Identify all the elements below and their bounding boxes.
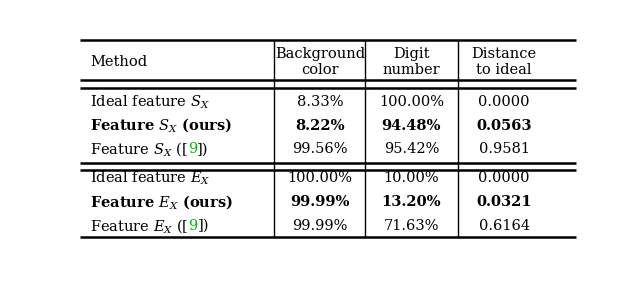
Text: Background
color: Background color [275, 47, 365, 77]
Text: 0.9581: 0.9581 [479, 142, 529, 156]
Text: 9: 9 [188, 219, 198, 233]
Text: 99.99%: 99.99% [291, 195, 350, 209]
Text: 99.56%: 99.56% [292, 142, 348, 156]
Text: ]): ]) [197, 142, 209, 156]
Text: Feature $\boldsymbol{E_X}$ (ours): Feature $\boldsymbol{E_X}$ (ours) [90, 193, 233, 211]
Text: Digit
number: Digit number [383, 47, 440, 77]
Text: 0.0000: 0.0000 [478, 95, 530, 109]
Text: Feature $S_X$ ([: Feature $S_X$ ([ [90, 141, 188, 158]
Text: 13.20%: 13.20% [381, 195, 441, 209]
Text: Feature $E_X$ ([: Feature $E_X$ ([ [90, 217, 188, 235]
Text: 0.6164: 0.6164 [479, 219, 530, 233]
Text: 8.22%: 8.22% [295, 119, 345, 132]
Text: Distance
to ideal: Distance to ideal [472, 47, 537, 77]
Text: 100.00%: 100.00% [379, 95, 444, 109]
Text: 95.42%: 95.42% [383, 142, 439, 156]
Text: 8.33%: 8.33% [297, 95, 343, 109]
Text: 10.00%: 10.00% [383, 171, 439, 185]
Text: Method: Method [90, 55, 147, 69]
Text: 71.63%: 71.63% [383, 219, 439, 233]
Text: 0.0000: 0.0000 [478, 171, 530, 185]
Text: Ideal feature $E_X$: Ideal feature $E_X$ [90, 170, 211, 187]
Text: 94.48%: 94.48% [381, 119, 441, 132]
Text: Ideal feature $S_X$: Ideal feature $S_X$ [90, 93, 210, 111]
Text: 9: 9 [188, 142, 197, 156]
Text: 0.0563: 0.0563 [476, 119, 532, 132]
Text: 0.0321: 0.0321 [476, 195, 532, 209]
Text: ]): ]) [198, 219, 209, 233]
Text: 100.00%: 100.00% [287, 171, 353, 185]
Text: Feature $\boldsymbol{S_X}$ (ours): Feature $\boldsymbol{S_X}$ (ours) [90, 117, 232, 134]
Text: 99.99%: 99.99% [292, 219, 348, 233]
